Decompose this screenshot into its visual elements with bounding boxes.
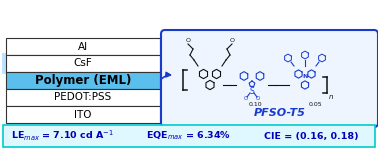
Bar bbox=[3, 125, 375, 147]
Bar bbox=[6, 89, 160, 106]
Bar bbox=[6, 55, 160, 72]
Bar bbox=[6, 106, 160, 123]
Polygon shape bbox=[240, 72, 248, 80]
Polygon shape bbox=[295, 70, 302, 78]
Text: O: O bbox=[244, 96, 248, 102]
FancyBboxPatch shape bbox=[161, 30, 378, 127]
Text: PEDOT:PSS: PEDOT:PSS bbox=[54, 93, 112, 102]
Text: n: n bbox=[329, 94, 333, 100]
Text: Polymer (EML): Polymer (EML) bbox=[35, 74, 131, 87]
Text: ITO: ITO bbox=[74, 110, 92, 120]
Polygon shape bbox=[302, 51, 308, 59]
Text: S: S bbox=[249, 87, 254, 96]
Bar bbox=[6, 72, 160, 89]
Polygon shape bbox=[200, 69, 208, 79]
Bar bbox=[6, 38, 160, 55]
Text: O: O bbox=[229, 39, 234, 44]
Text: 0.05: 0.05 bbox=[308, 102, 322, 107]
Polygon shape bbox=[308, 70, 315, 78]
Text: EQE$_{max}$ = 6.34%: EQE$_{max}$ = 6.34% bbox=[147, 130, 231, 142]
Polygon shape bbox=[285, 54, 291, 62]
Polygon shape bbox=[319, 54, 325, 62]
Polygon shape bbox=[212, 69, 220, 79]
Text: CsF: CsF bbox=[74, 58, 92, 69]
Text: CIE = (0.16, 0.18): CIE = (0.16, 0.18) bbox=[265, 132, 359, 141]
Text: O: O bbox=[256, 96, 260, 102]
Text: PFSO-T5: PFSO-T5 bbox=[254, 108, 305, 118]
Polygon shape bbox=[256, 72, 264, 80]
Text: LE$_{max}$ = 7.10 cd A$^{-1}$: LE$_{max}$ = 7.10 cd A$^{-1}$ bbox=[11, 129, 114, 143]
Polygon shape bbox=[301, 81, 308, 89]
Text: Al: Al bbox=[78, 42, 88, 51]
Text: 0.10: 0.10 bbox=[248, 102, 262, 107]
Polygon shape bbox=[206, 80, 214, 90]
Bar bbox=[2, 53, 164, 74]
Text: O: O bbox=[186, 39, 191, 44]
Text: N: N bbox=[302, 75, 308, 80]
